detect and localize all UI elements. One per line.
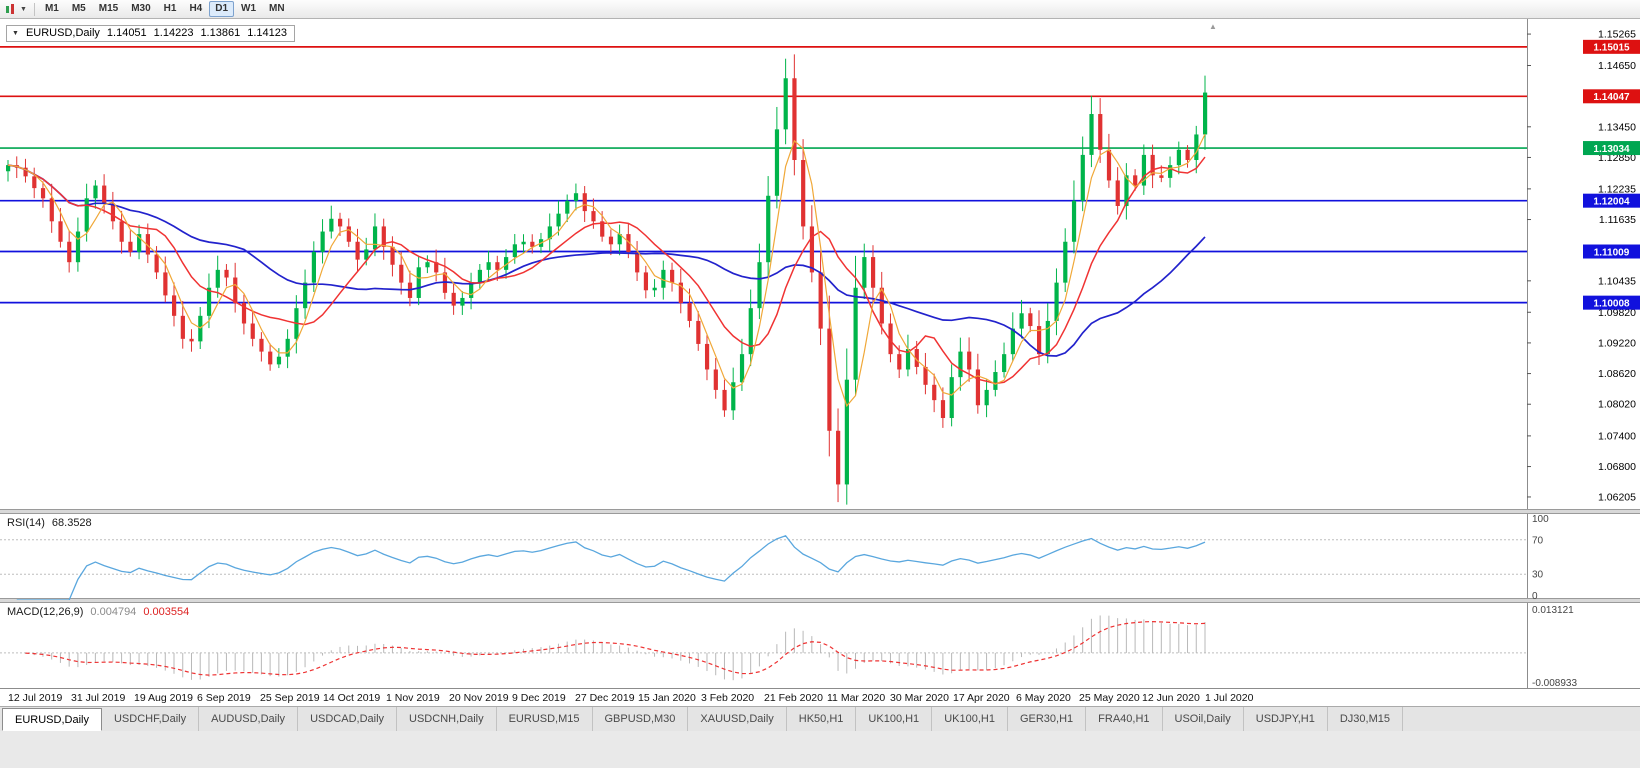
chart-tab-USOil-Daily[interactable]: USOil,Daily — [1162, 707, 1244, 731]
chart-tab-GER30-H1[interactable]: GER30,H1 — [1007, 707, 1087, 731]
ohlc-low: 1.13861 — [200, 27, 241, 39]
macd-label: MACD(12,26,9) 0.004794 0.003554 — [7, 606, 189, 618]
time-scale[interactable] — [0, 688, 1640, 706]
chart-tab-HK50-H1[interactable]: HK50,H1 — [786, 707, 857, 731]
ohlc-open: 1.14051 — [106, 27, 147, 39]
timeframe-button-M5[interactable]: M5 — [71, 3, 86, 14]
chart-tab-USDCAD-Daily[interactable]: USDCAD,Daily — [298, 707, 398, 731]
macd-value: 0.004794 — [90, 606, 137, 618]
toolbar: ▼ M1 M5 M15 M30 H1 H4 D1 W1 MN — [0, 0, 1640, 19]
rsi-label: RSI(14) 68.3528 — [7, 517, 92, 529]
chart-title-box[interactable]: ▼ EURUSD,Daily 1.14051 1.14223 1.13861 1… — [6, 25, 295, 42]
chart-tab-EURUSD-Daily[interactable]: EURUSD,Daily — [2, 708, 102, 731]
chart-tab-GBPUSD-M30[interactable]: GBPUSD,M30 — [592, 707, 689, 731]
chart-tab-USDCNH-Daily[interactable]: USDCNH,Daily — [397, 707, 497, 731]
chart-shift-marker-icon: ▲ — [1209, 22, 1217, 31]
rsi-value: 68.3528 — [51, 517, 92, 529]
ohlc-high: 1.14223 — [153, 27, 194, 39]
chart-dropdown-icon[interactable]: ▼ — [12, 29, 19, 37]
timeframe-button-H1[interactable]: H1 — [163, 3, 177, 14]
chart-tab-DJ30-M15[interactable]: DJ30,M15 — [1327, 707, 1403, 731]
price-chart-area[interactable] — [0, 19, 1527, 511]
macd-signal-value: 0.003554 — [143, 606, 190, 618]
bottom-filler — [0, 731, 1640, 768]
chart-tab-XAUUSD-Daily[interactable]: XAUUSD,Daily — [688, 707, 787, 731]
timeframe-button-D1[interactable]: D1 — [209, 1, 235, 17]
timeframe-button-M30[interactable]: M30 — [131, 3, 151, 14]
rsi-name: RSI(14) — [7, 517, 45, 529]
timeframe-button-H4[interactable]: H4 — [189, 3, 203, 14]
dropdown-caret-icon[interactable]: ▼ — [20, 5, 27, 13]
ohlc-close: 1.14123 — [247, 27, 287, 39]
chart-tab-USDJPY-H1[interactable]: USDJPY,H1 — [1243, 707, 1328, 731]
timeframe-button-M15[interactable]: M15 — [98, 3, 119, 14]
rsi-indicator-area[interactable] — [0, 514, 1527, 600]
timeframe-button-MN[interactable]: MN — [269, 3, 285, 14]
macd-name: MACD(12,26,9) — [7, 606, 84, 618]
panel-splitter[interactable] — [0, 598, 1640, 603]
chart-symbol-period: EURUSD,Daily — [25, 27, 100, 39]
chart-type-icon[interactable] — [4, 3, 18, 16]
chart-tab-EURUSD-M15[interactable]: EURUSD,M15 — [496, 707, 593, 731]
chart-tab-UK100-H1[interactable]: UK100,H1 — [856, 707, 933, 731]
price-scale[interactable] — [1527, 19, 1640, 688]
timeframe-button-M1[interactable]: M1 — [44, 3, 59, 14]
chart-tab-FRA40-H1[interactable]: FRA40,H1 — [1086, 707, 1163, 731]
chart-tab-bar: EURUSD,Daily USDCHF,Daily AUDUSD,Daily USDC… — [0, 706, 1640, 731]
chart-tab-UK100-H1[interactable]: UK100,H1 — [932, 707, 1008, 731]
chart-tab-USDCHF-Daily[interactable]: USDCHF,Daily — [101, 707, 200, 731]
toolbar-separator — [33, 2, 35, 16]
macd-indicator-area[interactable] — [0, 603, 1527, 688]
timeframe-buttons: M1 M5 M15 M30 H1 H4 D1 W1 MN — [39, 1, 291, 17]
panel-splitter[interactable] — [0, 509, 1640, 514]
chart-tab-AUDUSD-Daily[interactable]: AUDUSD,Daily — [199, 707, 299, 731]
timeframe-button-W1[interactable]: W1 — [241, 3, 257, 14]
